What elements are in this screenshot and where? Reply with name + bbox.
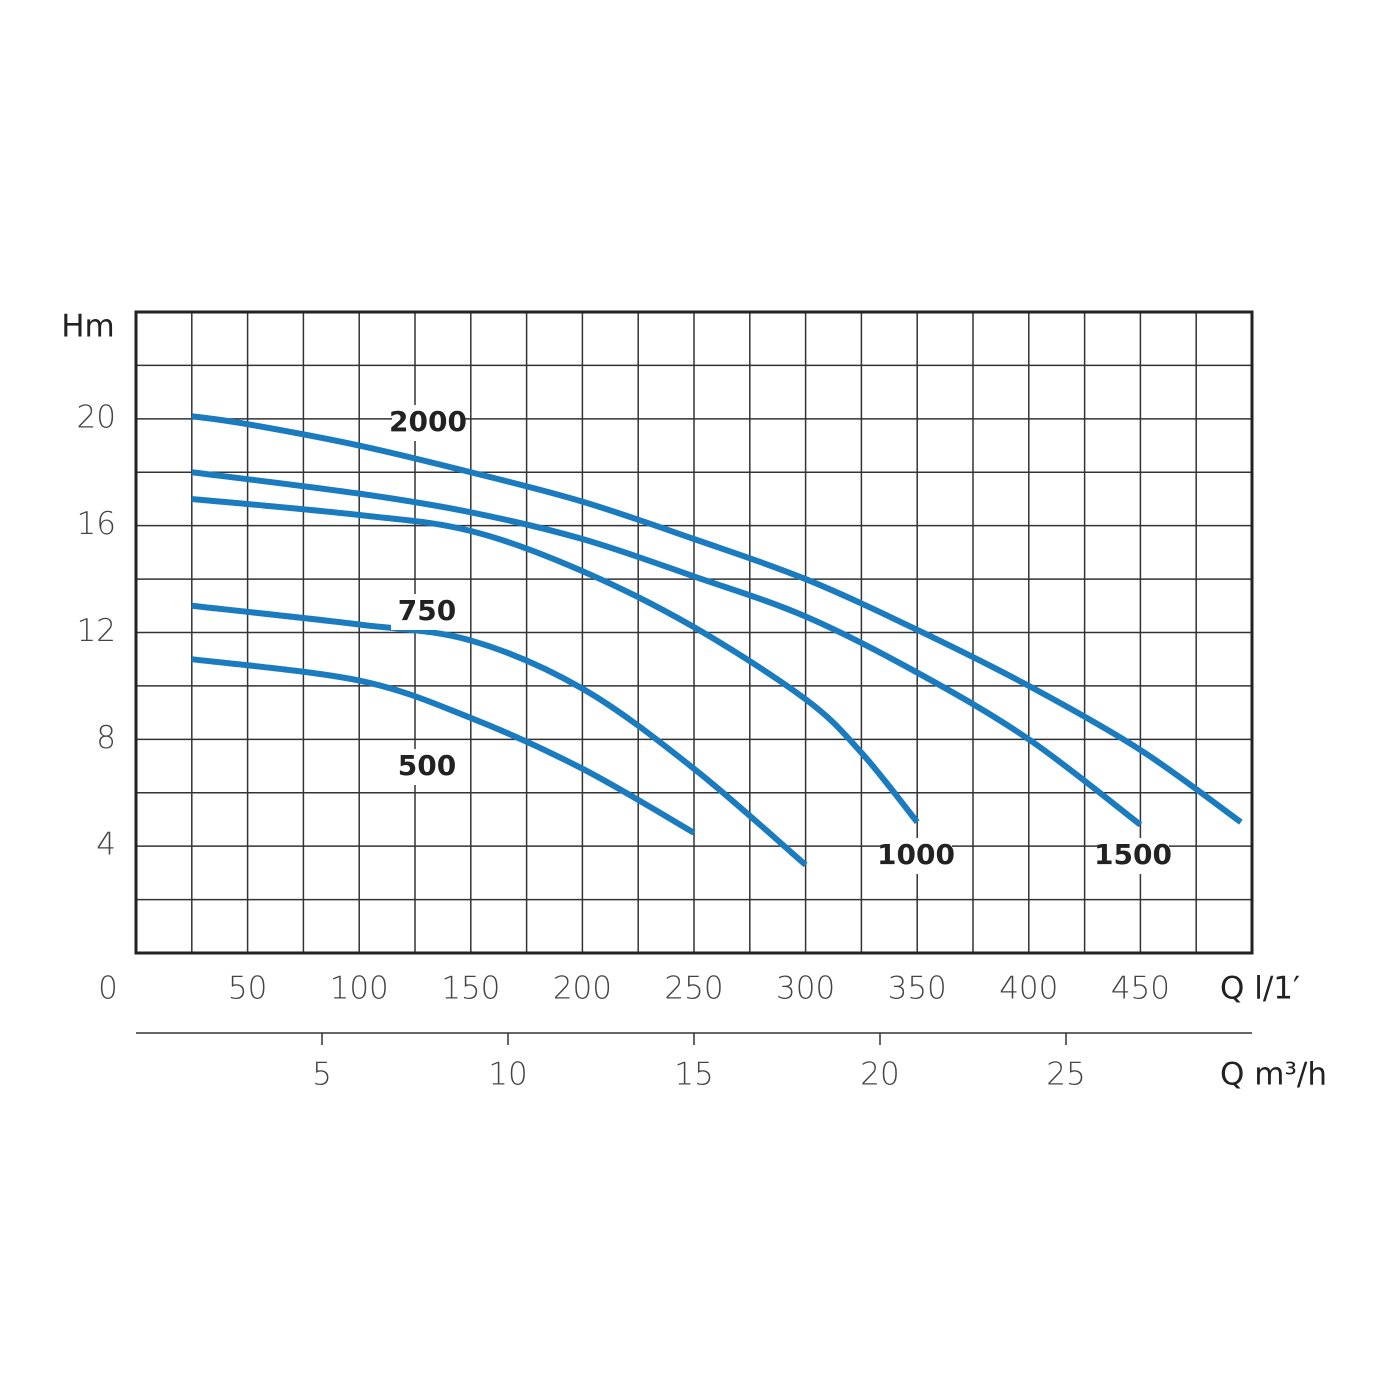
curve <box>191 656 696 836</box>
curve <box>191 602 808 868</box>
curve-label: 1000 <box>877 838 955 871</box>
y-axis-title: Hm <box>61 309 115 345</box>
curve-label: 500 <box>398 749 456 782</box>
curve <box>191 469 1143 828</box>
curve <box>191 495 920 825</box>
x2-axis-title: Q m³/h <box>1220 1057 1327 1093</box>
label-bg <box>1097 838 1169 874</box>
x-axis-title: Q l/1′ <box>1220 971 1300 1007</box>
x-tick-label: 350 <box>888 971 947 1007</box>
x2-tick-label: 20 <box>860 1057 899 1093</box>
y-tick-label: 4 <box>96 827 116 863</box>
y-tick-label: 16 <box>77 506 116 542</box>
curve-label: 2000 <box>389 405 467 438</box>
label-bg <box>392 405 464 441</box>
y-tick-label: 20 <box>77 399 116 435</box>
x-tick-label: 150 <box>441 971 500 1007</box>
x-tick-label: 300 <box>776 971 835 1007</box>
x-tick-label: 0 <box>98 971 118 1007</box>
curve <box>191 413 1243 825</box>
x2-tick-label: 15 <box>674 1057 713 1093</box>
x-tick-label: 100 <box>330 971 389 1007</box>
x-tick-label: 250 <box>664 971 723 1007</box>
label-bg <box>391 594 463 630</box>
plot-frame <box>134 310 1254 955</box>
x-tick-label: 450 <box>1111 971 1170 1007</box>
curve-label: 1500 <box>1094 838 1172 871</box>
y-tick-label: 8 <box>96 720 116 756</box>
x-tick-label: 200 <box>553 971 612 1007</box>
y-tick-label: 12 <box>77 613 116 649</box>
label-bg <box>391 749 463 785</box>
x-tick-label: 50 <box>228 971 267 1007</box>
label-bg <box>880 838 952 874</box>
x2-tick-label: 25 <box>1046 1057 1085 1093</box>
x2-tick-label: 5 <box>312 1057 332 1093</box>
curve-label: 750 <box>398 594 456 627</box>
x2-tick-label: 10 <box>488 1057 527 1093</box>
x-tick-label: 400 <box>999 971 1058 1007</box>
